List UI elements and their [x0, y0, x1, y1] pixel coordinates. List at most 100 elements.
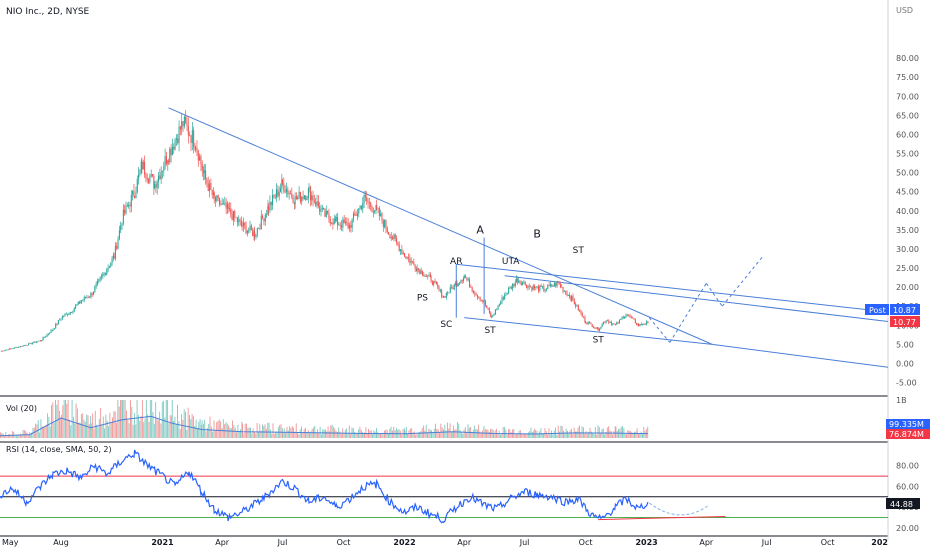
volume-bar [10, 435, 12, 438]
volume-bar [45, 424, 47, 438]
candle-body [626, 314, 628, 316]
volume-bar [536, 431, 538, 438]
candle-body [108, 266, 110, 268]
volume-bar [437, 429, 439, 438]
candle-body [43, 337, 45, 338]
candle-body [516, 278, 518, 283]
candle-body [87, 297, 89, 299]
candle-body [29, 342, 31, 344]
volume-bar [576, 431, 578, 438]
volume-bar [127, 419, 129, 438]
candle-body [610, 322, 612, 325]
candle-body [368, 202, 370, 204]
candle-body [404, 252, 406, 257]
candle-body [319, 206, 321, 212]
volume-bar [492, 429, 494, 438]
volume-bar [330, 425, 332, 438]
volume-bar [640, 431, 642, 438]
candle-body [90, 293, 92, 298]
candle-body [258, 228, 260, 229]
candle-body [218, 197, 221, 205]
rsi-projection-curve [648, 502, 710, 516]
volume-bar [155, 402, 157, 438]
volume-bar [131, 406, 133, 438]
candle-body [342, 219, 344, 228]
candle-body [51, 330, 53, 331]
candle-body [37, 341, 39, 342]
candle-body [125, 205, 127, 214]
candle-body [103, 272, 105, 275]
volume-bar [372, 434, 373, 438]
candle-body [435, 281, 437, 285]
volume-bar [290, 428, 292, 438]
volume-bar [171, 415, 173, 438]
candle-body [173, 146, 175, 150]
volume-bar [225, 422, 227, 438]
volume-bar [209, 416, 211, 438]
candle-body [225, 202, 227, 209]
volume-bar [436, 429, 438, 438]
volume-bar [80, 414, 82, 438]
price-tick-label: 40.00 [896, 207, 919, 216]
candle-body [409, 258, 411, 263]
volume-bar [22, 430, 24, 438]
time-tick-label: Apr [215, 538, 230, 547]
candle-body [16, 347, 18, 348]
candle-body [352, 213, 355, 219]
volume-bar [380, 433, 381, 438]
volume-bar [21, 435, 23, 438]
candle-body [613, 323, 615, 325]
volume-bar [59, 410, 60, 438]
candle-body [606, 320, 609, 322]
volume-bar [112, 417, 114, 438]
candle-body [236, 217, 238, 223]
candle-body [102, 274, 104, 276]
candle-body [452, 287, 454, 290]
candle-body [128, 204, 130, 207]
volume-bar [199, 419, 201, 438]
candle-body [585, 321, 587, 323]
candle-body [442, 296, 444, 298]
candle-body [552, 286, 554, 287]
volume-bar [182, 420, 184, 438]
volume-bar [324, 429, 326, 438]
candle-body [600, 326, 602, 329]
volume-bar [315, 432, 317, 438]
candle-body [11, 348, 13, 350]
candle-body [324, 209, 326, 217]
candle-body [33, 341, 35, 343]
volume-bar [466, 432, 468, 438]
volume-bar [17, 434, 19, 438]
candle-body [544, 290, 546, 291]
volume-bar [39, 432, 41, 438]
candle-body [110, 262, 112, 267]
volume-bar [449, 423, 451, 438]
volume-bar [327, 426, 329, 438]
candle-body [501, 297, 503, 302]
candle-body [152, 174, 154, 177]
candle-body [64, 314, 66, 317]
candle-body [246, 230, 248, 234]
candle-body [482, 299, 484, 302]
volume-bar [533, 428, 535, 438]
volume-bar [52, 402, 54, 438]
candle-body [438, 287, 440, 290]
trendlines[interactable] [168, 107, 889, 368]
volume-bar [29, 433, 31, 438]
volume-bar [427, 433, 429, 438]
volume-bar [613, 431, 615, 438]
volume-bar [567, 430, 568, 438]
candle-body [410, 261, 412, 263]
volume-bar [23, 429, 25, 438]
candle-body [518, 280, 520, 283]
volume-bar [614, 426, 616, 438]
candle-body [21, 346, 23, 347]
volume-bar [493, 434, 495, 438]
volume-bar [443, 429, 444, 438]
volume-bar [446, 422, 448, 438]
candle-body [382, 220, 384, 227]
volume-bar [568, 433, 570, 438]
volume-bar [97, 426, 99, 438]
candle-body [209, 183, 211, 192]
